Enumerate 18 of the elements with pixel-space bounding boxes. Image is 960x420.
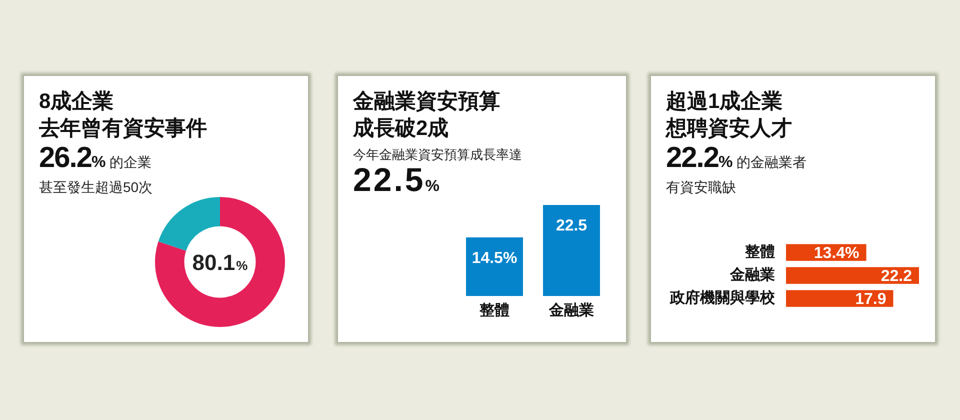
data-label: 17.9 — [855, 290, 886, 308]
data-label: 13.4% — [814, 244, 860, 262]
data-label: 14.5% — [472, 250, 518, 267]
chart-subtitle: 26.2% 的企業 — [39, 142, 152, 174]
chart-subtitle: 22.2% 的金融業者 — [666, 142, 807, 174]
data-label: 22.5 — [556, 217, 588, 234]
y-tick-label: 整體 — [744, 244, 775, 261]
chart-title: 金融業資安預算成長破2成 — [353, 88, 501, 142]
text: 22.5% — [353, 161, 440, 198]
data-label: 80.1% — [192, 250, 248, 275]
text: 有資安職缺 — [666, 178, 737, 196]
text: 甚至發生超過50次 — [39, 178, 154, 196]
y-tick-label: 政府機關與學校 — [669, 288, 776, 307]
chart-title: 8成企業去年曾有資安事件 — [39, 89, 208, 142]
y-tick-label: 金融業 — [729, 266, 775, 284]
chart-title: 超過1成企業想聘資安人才 — [666, 89, 793, 142]
chart-subtitle: 今年金融業資安預算成長率達 — [353, 146, 523, 163]
data-label: 22.2 — [880, 268, 912, 285]
